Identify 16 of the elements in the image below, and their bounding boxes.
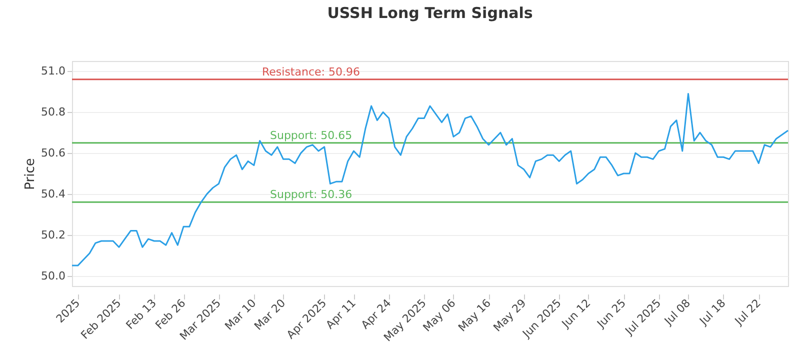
x-tick-label: Jun 12 xyxy=(558,296,594,331)
y-tick-label: 51.0 xyxy=(41,64,66,78)
y-tick-label: 50.0 xyxy=(41,269,66,282)
chart-title: USSH Long Term Signals xyxy=(327,4,533,22)
x-tick-label: Jul 22 xyxy=(732,296,764,328)
ref-line-label: Support: 50.36 xyxy=(270,188,352,202)
y-tick-label: 50.2 xyxy=(41,228,66,242)
y-tick-label: 50.6 xyxy=(41,146,66,160)
line-series xyxy=(71,92,789,266)
x-tick-label: Jul 18 xyxy=(696,296,728,328)
y-tick-label: 50.8 xyxy=(41,106,66,119)
y-axis-title: Price xyxy=(23,158,38,190)
y-tick-label: 50.4 xyxy=(41,187,66,200)
ref-line-label: Resistance: 50.96 xyxy=(262,65,360,78)
x-tick-label: Jul 08 xyxy=(661,296,693,328)
ref-line-label: Support: 50.65 xyxy=(270,128,352,142)
